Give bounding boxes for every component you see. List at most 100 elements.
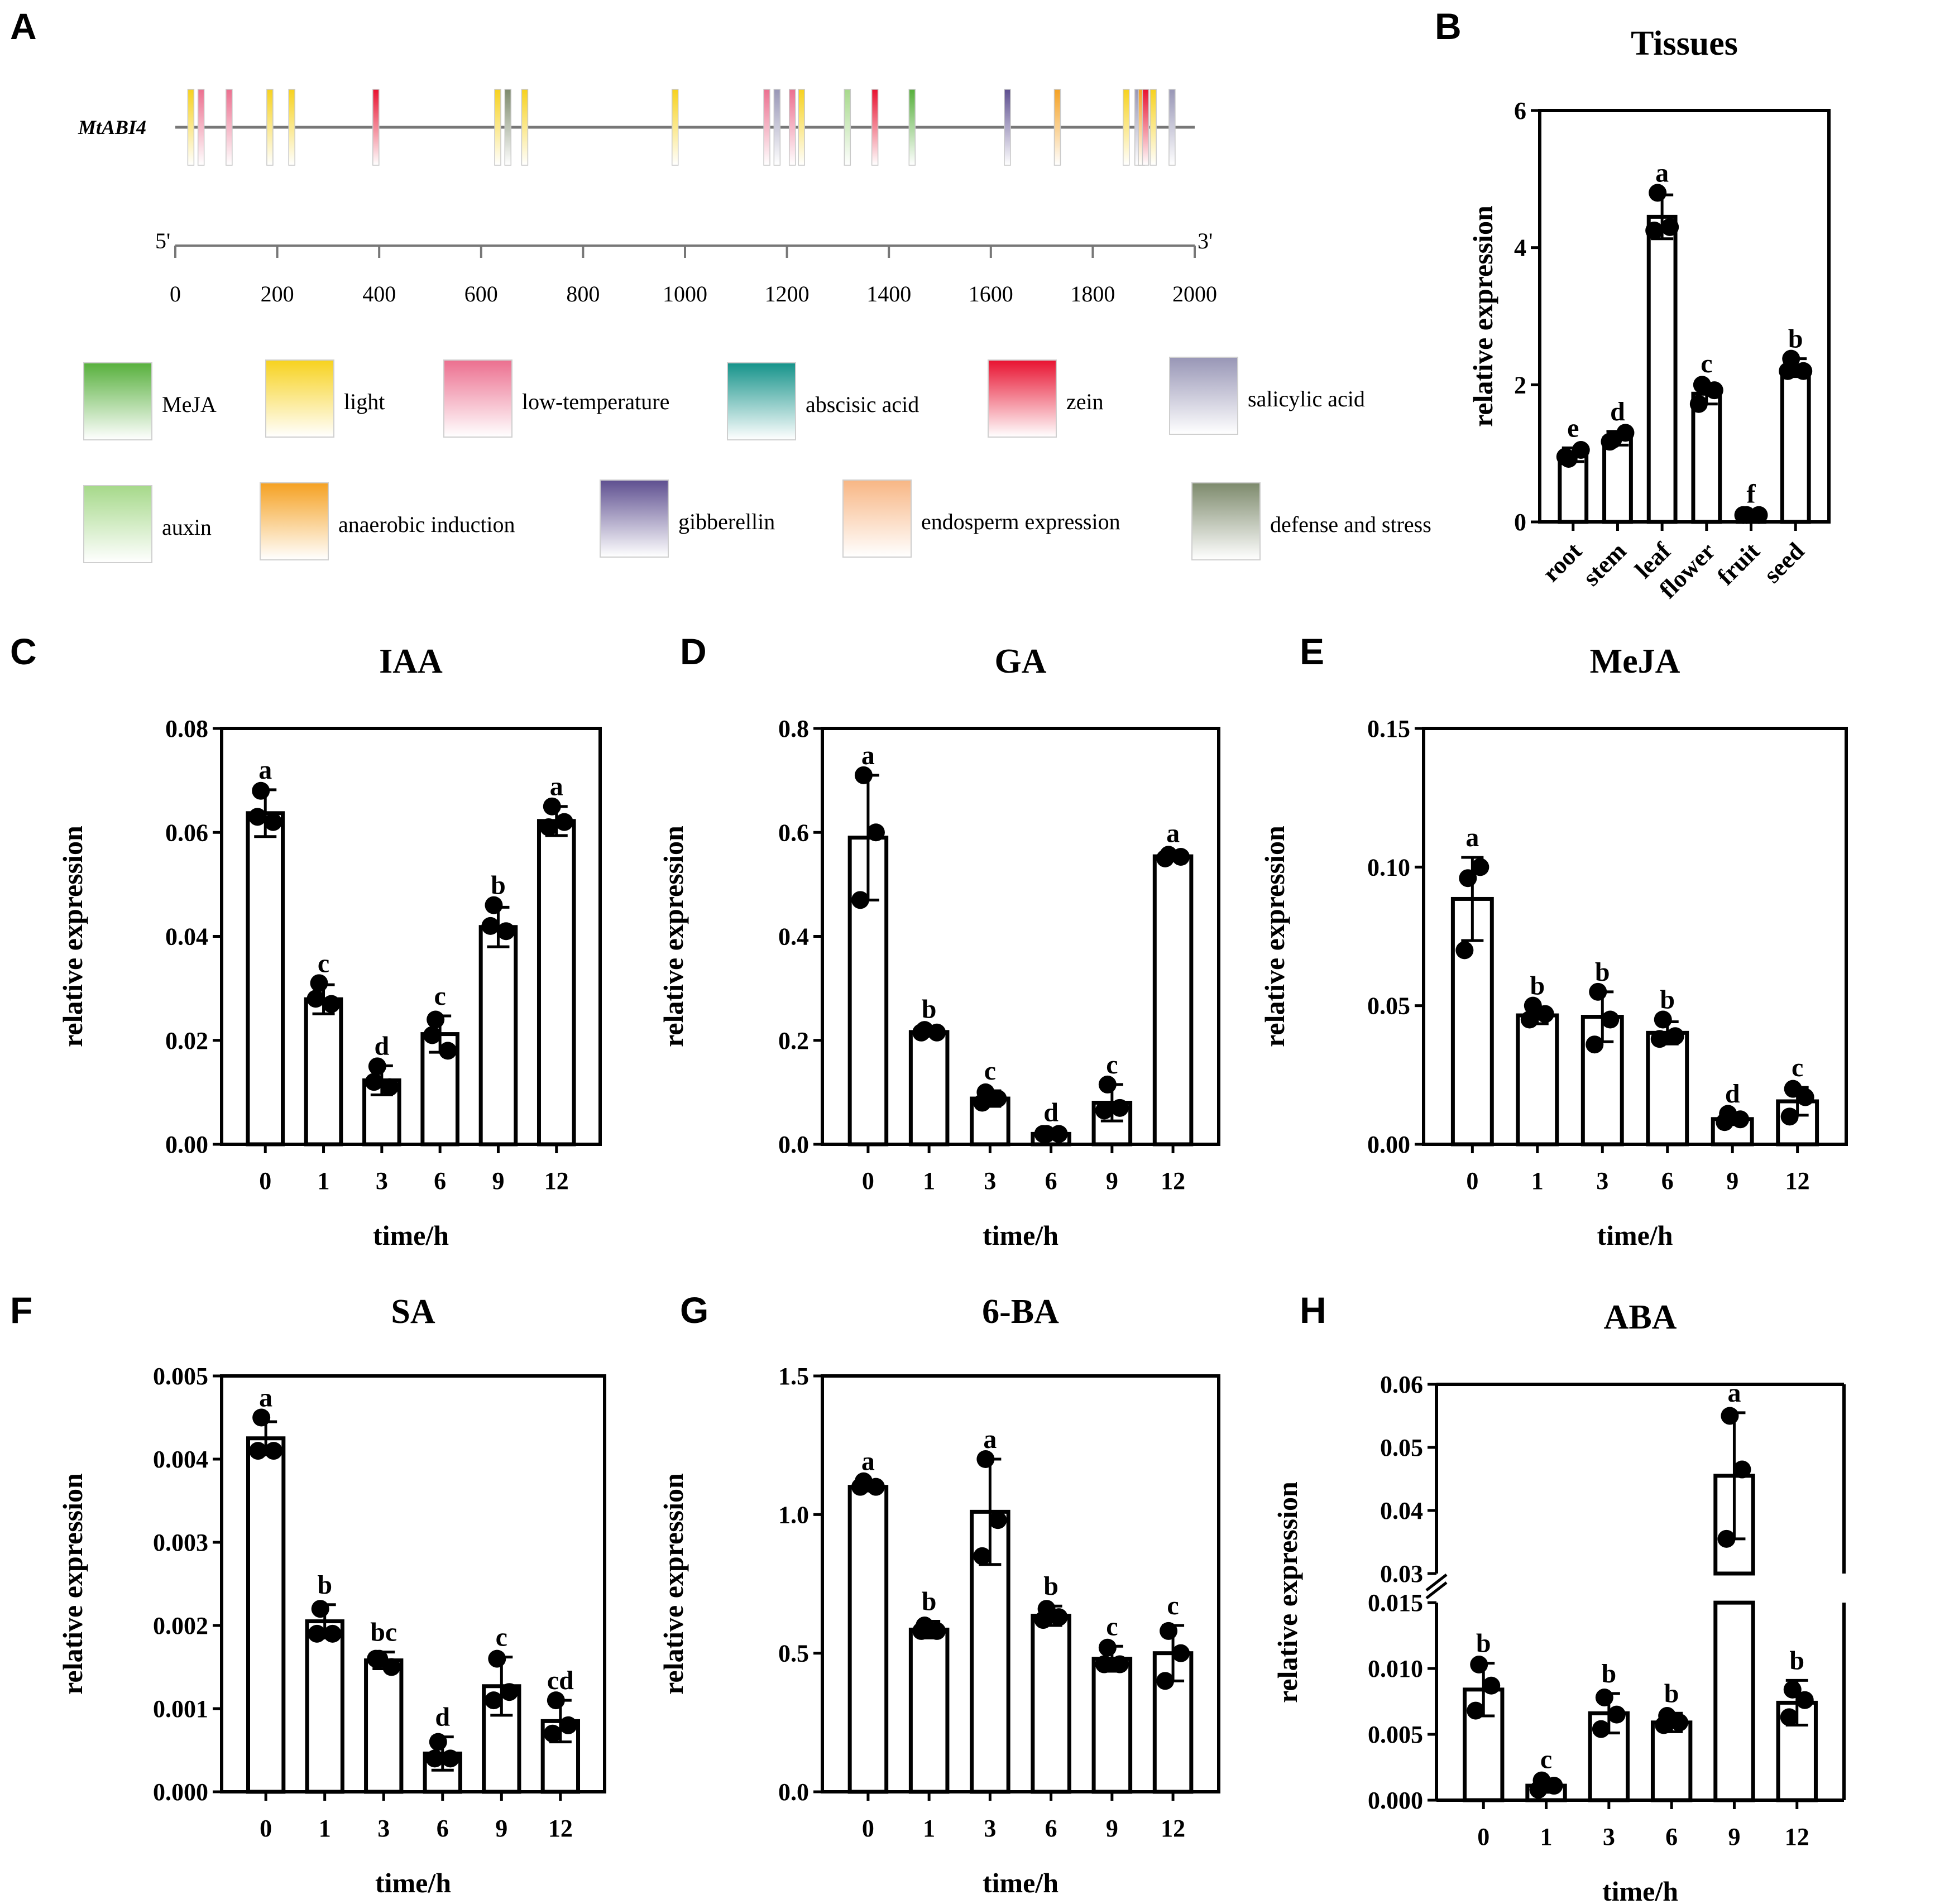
chart-title: 6-BA (982, 1293, 1059, 1331)
significance-letter: c (984, 1056, 996, 1086)
x-tick-label: 9 (1726, 1167, 1738, 1195)
significance-letter: c (1701, 349, 1712, 378)
data-point (1795, 1691, 1814, 1709)
x-tick-label: 12 (1785, 1167, 1810, 1195)
x-tick-label: 6 (437, 1815, 449, 1842)
data-point (1156, 1672, 1175, 1690)
x-tick-label: 12 (544, 1167, 569, 1195)
data-point (1172, 848, 1190, 866)
scale-tick-label: 1200 (765, 281, 810, 306)
x-axis-label: time/h (373, 1220, 449, 1251)
significance-letter: c (496, 1623, 507, 1652)
data-point (1601, 433, 1619, 451)
x-tick-label: 6 (1661, 1167, 1674, 1195)
significance-letter: d (1610, 397, 1625, 426)
significance-letter: cd (547, 1666, 574, 1695)
cis-element-gibberellin (1004, 89, 1011, 166)
data-point (1780, 1107, 1799, 1126)
scale-ticks: 0 200 400 600 800 1000 1200 1400 1600 1800 2000 (170, 246, 1217, 306)
data-point (441, 1749, 459, 1768)
significance-letter: c (1106, 1050, 1118, 1080)
data-point (311, 1600, 329, 1618)
scale-3prime: 3' (1198, 228, 1213, 253)
x-tick-label: 12 (1785, 1823, 1809, 1850)
y-axis-label: relative expression (1272, 1481, 1303, 1703)
cis-element-zein (871, 89, 879, 166)
bar (908, 1627, 950, 1794)
data-point (252, 781, 270, 800)
legend-label-endosperm-expression: endosperm expression (921, 509, 1120, 534)
x-tick-label: 3 (377, 1815, 390, 1842)
scale-tick-label: 1400 (866, 281, 911, 306)
data-point (1034, 1125, 1052, 1143)
legend-swatch-low-temperature (443, 359, 512, 438)
data-point (1666, 1027, 1684, 1045)
cis-element-low-temperature (763, 89, 770, 166)
significance-letter: d (435, 1702, 450, 1732)
x-tick-label: 3 (1596, 1167, 1608, 1195)
data-point (1661, 218, 1679, 236)
cis-element-light (266, 89, 274, 166)
scale-tick-label: 600 (464, 281, 498, 306)
significance-letter: a (983, 1425, 997, 1454)
chart-6ba: 0.0 0.5 1.0 1.5 6-BA relative expression time/… (658, 1293, 1220, 1898)
data-point (322, 995, 341, 1013)
legend-label-low-temperature: low-temperature (522, 389, 669, 414)
plot-frame (220, 1374, 606, 1793)
data-point (1586, 1035, 1604, 1054)
y-tick-label: 0.15 (1367, 715, 1410, 742)
chart-sa: 0.000 0.001 0.002 0.003 0.004 0.005 SA relative… (57, 1293, 606, 1898)
x-tick-label: 12 (548, 1815, 573, 1842)
cis-element-low-temperature (226, 89, 233, 166)
y-tick-label: 0.10 (1367, 853, 1410, 881)
data-point (989, 1090, 1007, 1108)
data-point (488, 1649, 506, 1668)
x-tick-label: 0 (259, 1167, 271, 1195)
y-tick-label: 0.001 (153, 1695, 208, 1723)
x-tick-label: 3 (376, 1167, 388, 1195)
cis-element-light (494, 89, 501, 166)
cis-element-zein (372, 89, 380, 166)
bar (1031, 1614, 1071, 1794)
data-point (485, 896, 503, 914)
axis-break-mark (1425, 1574, 1448, 1591)
chart-title: ABA (1604, 1298, 1677, 1336)
data-point (1471, 858, 1489, 876)
x-axis-label: time/h (1597, 1220, 1673, 1251)
panel-label-a: A (10, 6, 37, 47)
significance-letter: d (374, 1031, 389, 1061)
legend-label-gibberellin: gibberellin (678, 509, 775, 534)
chart-ga: 0.0 0.2 0.4 0.6 0.8 GA relative expression time… (658, 642, 1220, 1251)
panel-label-e: E (1300, 631, 1324, 672)
y-tick-label: 0.015 (1368, 1589, 1423, 1617)
data-point (1110, 1655, 1129, 1673)
data-point (308, 1624, 326, 1643)
y-axis-label: relative expression (1467, 205, 1498, 427)
data-point (1731, 1110, 1750, 1129)
gene-name: MtABI4 (78, 116, 146, 138)
cis-element-meja (908, 89, 916, 166)
y-tick-label: 0.0 (778, 1131, 809, 1158)
y-tick-label: 0.06 (165, 819, 208, 846)
y-tick-label: 0.2 (778, 1027, 809, 1054)
panel-label-h: H (1300, 1289, 1326, 1331)
chart-title: GA (995, 642, 1047, 680)
significance-letter: b (922, 1587, 937, 1617)
element-legend: MeJA light low-temperature abscisic acid zei… (83, 357, 1431, 563)
data-point (1050, 1608, 1068, 1627)
data-point (1034, 1611, 1052, 1629)
y-axis-label: relative expression (57, 1473, 88, 1695)
y-tick-label: 0.000 (1368, 1787, 1423, 1814)
y-tick-label: 0.03 (1380, 1560, 1423, 1588)
data-point (539, 818, 558, 836)
data-point (851, 891, 869, 909)
x-tick-label: fruit (1712, 537, 1765, 590)
data-point (1470, 1656, 1488, 1674)
significance-letter: a (1727, 1378, 1741, 1408)
legend-swatch-meja (83, 362, 152, 440)
x-axis-label: time/h (375, 1867, 451, 1898)
data-point (1616, 424, 1635, 442)
data-point (1796, 1088, 1814, 1106)
significance-letter: b (1660, 985, 1675, 1015)
x-tick-label: 1 (1540, 1823, 1553, 1850)
